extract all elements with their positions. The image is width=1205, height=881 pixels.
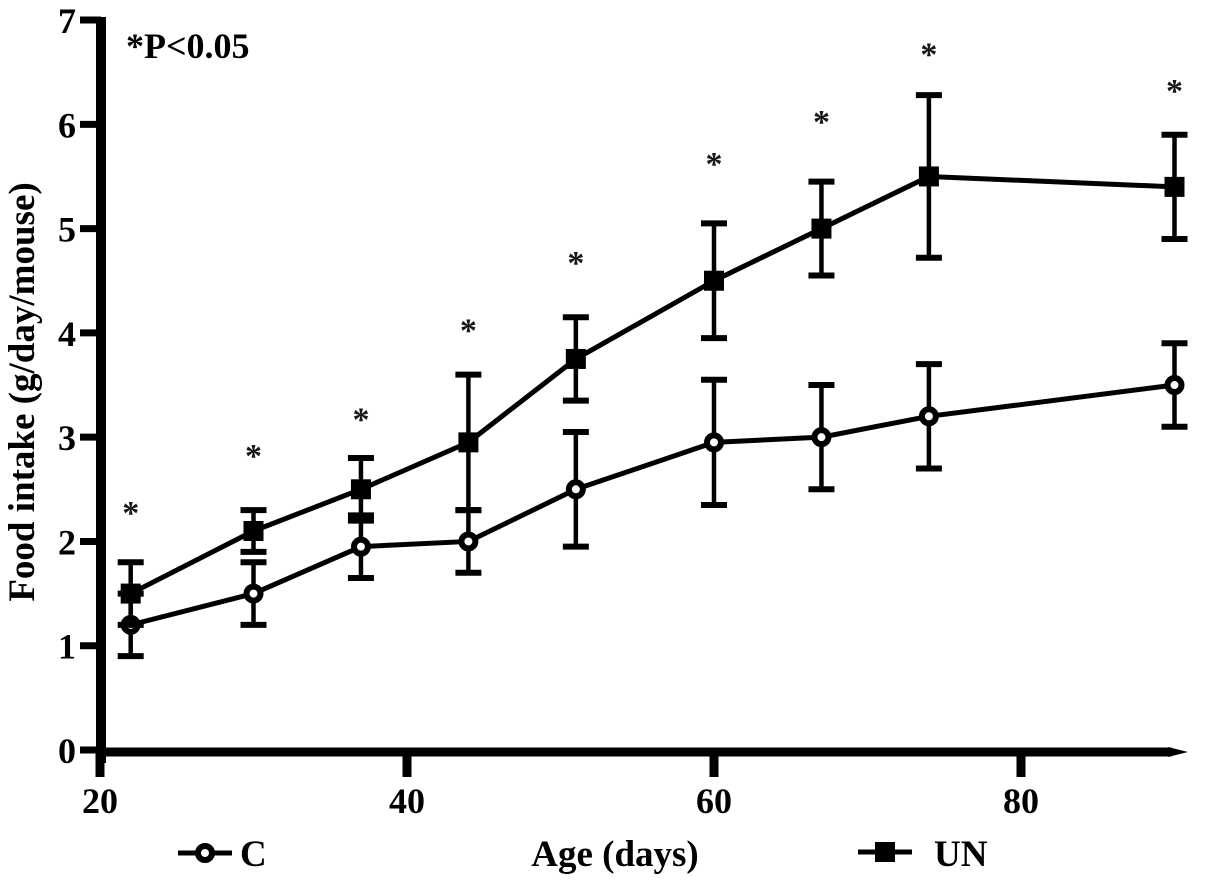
axes: 0 1 2 3 4 5 6 7 20 40 60 80 bbox=[58, 1, 1188, 821]
y-tick-label: 4 bbox=[58, 314, 76, 354]
asterisk-icon: * bbox=[706, 146, 723, 183]
data-point-un bbox=[811, 218, 832, 239]
data-point-un bbox=[1164, 176, 1185, 197]
y-tick-label: 3 bbox=[58, 418, 76, 458]
y-axis-title: Food intake (g/day/mouse) bbox=[2, 182, 43, 601]
open-circle-marker-icon bbox=[195, 843, 215, 863]
legend-item-c: C bbox=[178, 834, 267, 875]
significance-asterisks: * * * * * * * * * bbox=[122, 36, 1183, 532]
asterisk-icon: * bbox=[1166, 73, 1183, 110]
y-tick-label: 2 bbox=[58, 522, 76, 562]
plot-area: * * * * * * * * * bbox=[117, 36, 1188, 660]
x-axis-end-icon bbox=[1168, 747, 1188, 757]
data-point-un bbox=[918, 166, 939, 187]
data-point-c bbox=[243, 583, 264, 604]
data-point-c bbox=[565, 479, 586, 500]
asterisk-icon: * bbox=[460, 313, 477, 350]
y-tick-label: 1 bbox=[58, 627, 76, 667]
data-point-un bbox=[243, 521, 264, 542]
data-point-un bbox=[350, 479, 371, 500]
x-tick-label: 40 bbox=[389, 781, 425, 821]
legend-label-un: UN bbox=[934, 834, 988, 875]
data-point-c bbox=[811, 427, 832, 448]
x-tick-label: 60 bbox=[696, 781, 732, 821]
asterisk-icon: * bbox=[567, 245, 584, 282]
series-line-un bbox=[129, 173, 1175, 596]
data-point-c bbox=[1164, 375, 1185, 396]
x-tick-label: 20 bbox=[82, 781, 118, 821]
series-line-c bbox=[130, 382, 1175, 628]
data-point-c bbox=[704, 432, 724, 453]
legend-label-c: C bbox=[240, 834, 267, 875]
data-point-c bbox=[918, 406, 939, 427]
legend-item-un: UN bbox=[858, 834, 988, 875]
data-point-c bbox=[350, 536, 371, 557]
data-point-un bbox=[458, 432, 479, 453]
asterisk-icon: * bbox=[245, 438, 262, 475]
legend: C UN bbox=[178, 834, 988, 875]
data-point-un bbox=[565, 348, 586, 369]
data-point-un bbox=[704, 270, 724, 291]
y-tick-label: 6 bbox=[58, 105, 76, 145]
y-tick-label: 0 bbox=[58, 731, 76, 771]
asterisk-icon: * bbox=[352, 401, 369, 438]
x-tick-label: 80 bbox=[1003, 781, 1039, 821]
asterisk-icon: * bbox=[813, 104, 830, 141]
series-un bbox=[117, 92, 1188, 628]
data-point-c bbox=[458, 531, 479, 552]
series-c bbox=[117, 340, 1188, 660]
asterisk-icon: * bbox=[920, 36, 937, 73]
y-tick-label: 7 bbox=[58, 1, 76, 41]
asterisk-icon: * bbox=[122, 495, 139, 532]
filled-square-marker-icon bbox=[875, 842, 895, 862]
y-tick-label: 5 bbox=[58, 210, 76, 250]
significance-note: *P<0.05 bbox=[126, 26, 250, 66]
data-point-un bbox=[120, 583, 141, 604]
x-axis-title: Age (days) bbox=[531, 834, 699, 875]
